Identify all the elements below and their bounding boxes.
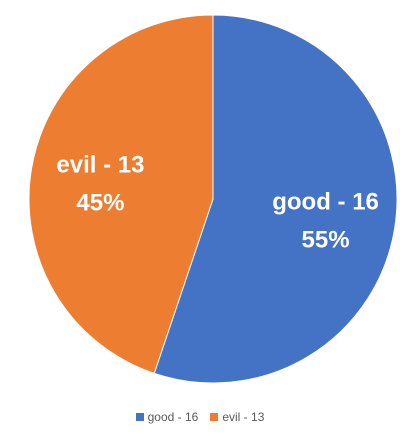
data-label-good-percent: 55% [302, 226, 350, 253]
pie-slice-evil [28, 14, 214, 375]
data-label-evil-name: evil - 13 [56, 152, 144, 179]
legend-label-evil: evil - 13 [222, 410, 265, 424]
data-label-evil-percent: 45% [76, 190, 124, 217]
data-label-good-name: good - 16 [272, 188, 379, 215]
legend-swatch-good [135, 413, 144, 421]
legend-label-good: good - 16 [147, 410, 199, 424]
legend-item-evil: evil - 13 [210, 410, 264, 424]
pie-slice-good [153, 14, 398, 384]
legend-swatch-evil [210, 413, 219, 421]
chart-legend: good - 16 evil - 13 [0, 410, 400, 424]
legend-item-good: good - 16 [135, 410, 199, 424]
pie-slices [28, 14, 398, 384]
pie-data-labels: good - 16 55% evil - 13 45% [56, 152, 379, 254]
